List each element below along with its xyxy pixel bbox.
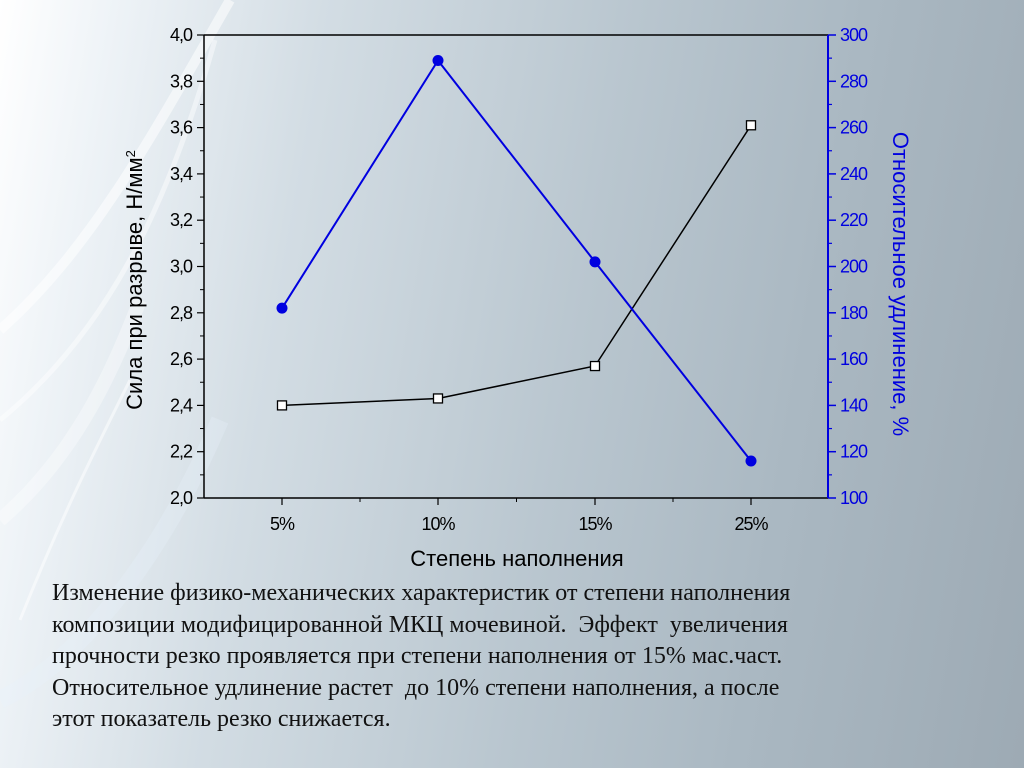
right-y-tick-label: 300 bbox=[840, 25, 868, 45]
left-y-tick-label: 3,2 bbox=[170, 210, 193, 230]
right-y-axis-label: Относительное удлинение, % bbox=[888, 132, 913, 436]
elongation-data-point bbox=[276, 302, 288, 314]
elongation-data-point bbox=[745, 455, 757, 467]
left-y-tick-label: 3,8 bbox=[170, 71, 193, 91]
left-y-axis-label: Сила при разрыве, Н/мм2 bbox=[122, 150, 147, 410]
left-y-axis-label-superscript: 2 bbox=[123, 150, 138, 157]
right-y-tick-label: 260 bbox=[840, 118, 868, 138]
elongation-data-point bbox=[432, 54, 444, 66]
right-y-tick-label: 180 bbox=[840, 303, 868, 323]
dual-axis-line-chart: 2,0 2,2 2,4 2,6 2,8 3,0 3,2 3,4 3,6 3,8 4,0 100 120 1… bbox=[122, 25, 913, 571]
x-tick-label: 5% bbox=[270, 514, 295, 534]
left-y-tick-label: 2,0 bbox=[170, 488, 193, 508]
strength-data-point bbox=[276, 400, 288, 411]
left-y-tick-label: 3,6 bbox=[170, 118, 193, 138]
strength-data-point bbox=[745, 120, 757, 131]
left-y-axis-label-text: Сила при разрыве, Н/мм bbox=[122, 157, 147, 409]
left-y-tick-label: 2,4 bbox=[170, 395, 193, 415]
x-tick-label: 10% bbox=[421, 514, 455, 534]
right-y-tick-label: 220 bbox=[840, 210, 868, 230]
left-y-tick-label: 4,0 bbox=[170, 25, 193, 45]
caption-line: этот показатель резко снижается. bbox=[52, 706, 391, 732]
elongation-series-line bbox=[281, 58, 752, 462]
right-y-tick-label: 120 bbox=[840, 442, 868, 462]
left-y-tick-label: 2,6 bbox=[170, 349, 193, 369]
left-y-tick-label: 2,2 bbox=[170, 442, 193, 462]
right-y-tick-label: 140 bbox=[840, 395, 868, 415]
figure-caption: Изменение физико-механических характерис… bbox=[52, 578, 992, 736]
left-y-tick-label: 3,4 bbox=[170, 164, 193, 184]
left-y-tick-label: 2,8 bbox=[170, 303, 193, 323]
right-y-tick-label: 240 bbox=[840, 164, 868, 184]
strength-data-point bbox=[432, 393, 444, 404]
right-y-tick-label: 100 bbox=[840, 488, 868, 508]
elongation-data-point bbox=[589, 256, 601, 268]
x-tick-label: 25% bbox=[734, 514, 768, 534]
caption-line: композиции модифицированной МКЦ мочевино… bbox=[52, 611, 788, 638]
axes: 2,0 2,2 2,4 2,6 2,8 3,0 3,2 3,4 3,6 3,8 4,0 100 120 1… bbox=[170, 25, 869, 534]
caption-line: Изменение физико-механических характерис… bbox=[52, 580, 791, 606]
caption-line: Относительное удлинение растет до 10% ст… bbox=[52, 674, 780, 701]
strength-series-line bbox=[281, 124, 752, 407]
right-y-tick-label: 200 bbox=[840, 257, 868, 277]
right-y-tick-label: 280 bbox=[840, 71, 868, 91]
caption-line: прочности резко проявляется при степени … bbox=[52, 643, 783, 669]
x-tick-label: 15% bbox=[578, 514, 612, 534]
strength-data-point bbox=[589, 360, 601, 372]
left-y-tick-label: 3,0 bbox=[170, 257, 193, 277]
series-layer bbox=[276, 54, 757, 467]
x-axis-label: Степень наполнения bbox=[410, 546, 623, 571]
right-y-tick-label: 160 bbox=[840, 349, 868, 369]
